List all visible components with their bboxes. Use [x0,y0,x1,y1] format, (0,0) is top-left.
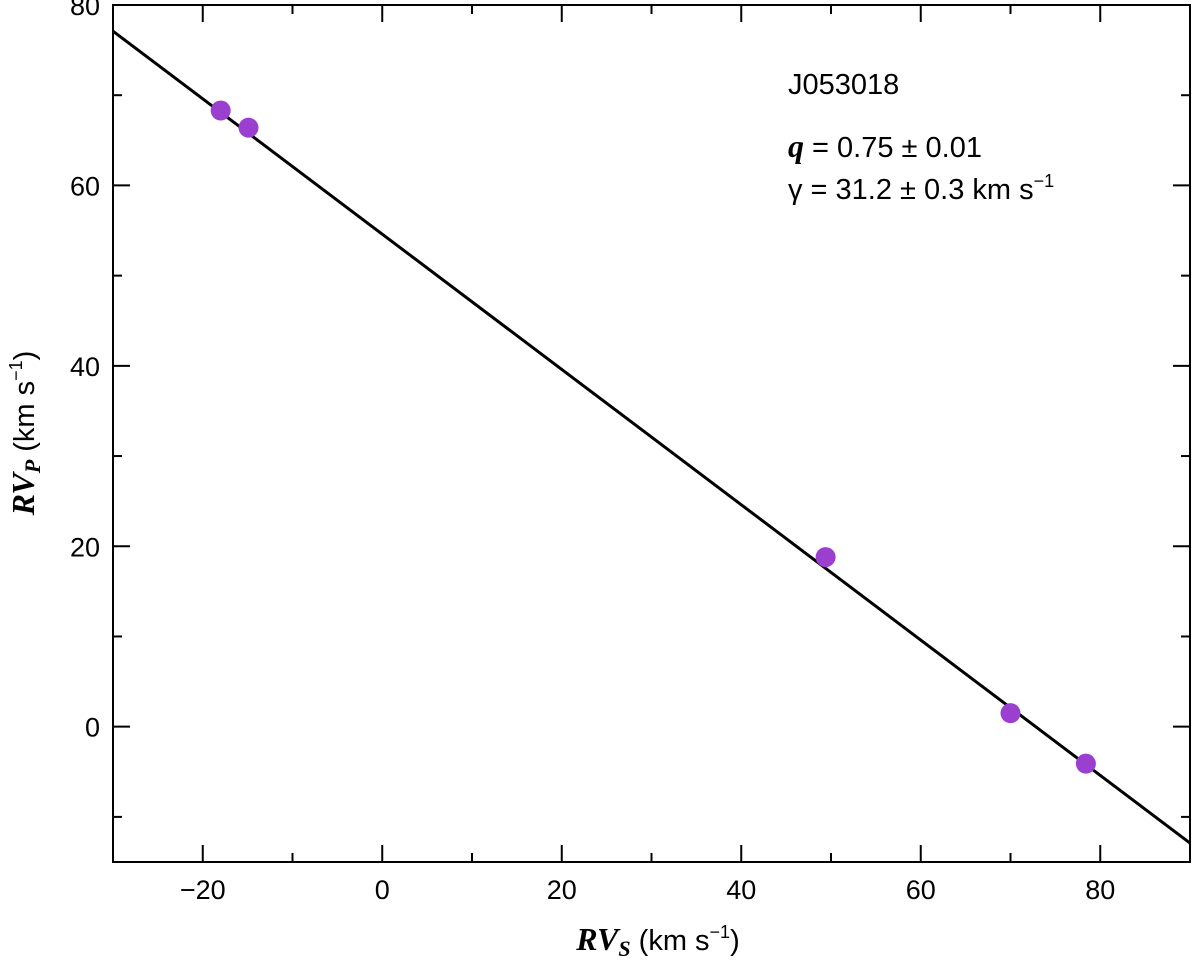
data-points [210,100,1096,774]
annotation-gamma: γ = 31.2 ± 0.3 km s−1 [788,171,1054,206]
x-tick-label: 0 [375,875,390,905]
y-tick-label: 80 [70,0,100,21]
y-axis-title: RVP (km s−1) [5,351,45,517]
annotation-gamma-sup: −1 [1034,171,1055,191]
fit-line [112,29,1191,845]
data-point [1075,753,1096,774]
plot-frame [112,4,1191,863]
y-tick-label: 0 [85,713,100,743]
data-point [238,117,259,138]
x-axis-title-sub: S [618,936,630,960]
x-tick-label: 20 [547,875,577,905]
annotation-q-symbol: q [788,128,804,164]
axes [112,4,1191,863]
x-tick-label: −20 [180,875,226,905]
x-axis-title-units: (km s [631,925,710,957]
y-axis-title-sub: P [20,459,45,474]
y-tick-label: 40 [70,352,100,382]
annotation-q: q = 0.75 ± 0.01 [788,128,982,164]
y-tick-label: 60 [70,171,100,201]
y-axis-title-sup: −1 [6,360,26,381]
x-axis-title-close: ) [730,925,740,957]
y-axis-title-main: RV [5,471,41,517]
tick-labels: −20 0 20 40 60 80 0 20 40 60 80 [70,0,1115,905]
y-axis-title-units: (km s [9,381,41,460]
annotation-object: J053018 [788,69,899,101]
y-tick-label: 20 [70,532,100,562]
data-point [210,100,231,121]
fit-line-group [112,29,1191,845]
y-axis-title-close: ) [9,351,41,361]
data-point [1000,703,1021,724]
x-tick-label: 40 [726,875,756,905]
annotation-q-value: = 0.75 ± 0.01 [804,132,982,164]
x-axis-title-sup: −1 [710,922,731,942]
x-axis-title-main: RV [575,921,621,957]
annotation-gamma-value: γ = 31.2 ± 0.3 km s [788,174,1034,206]
x-tick-label: 80 [1085,875,1115,905]
x-tick-label: 60 [906,875,936,905]
x-axis-title: RVS (km s−1) [575,921,740,960]
data-point [815,547,836,568]
